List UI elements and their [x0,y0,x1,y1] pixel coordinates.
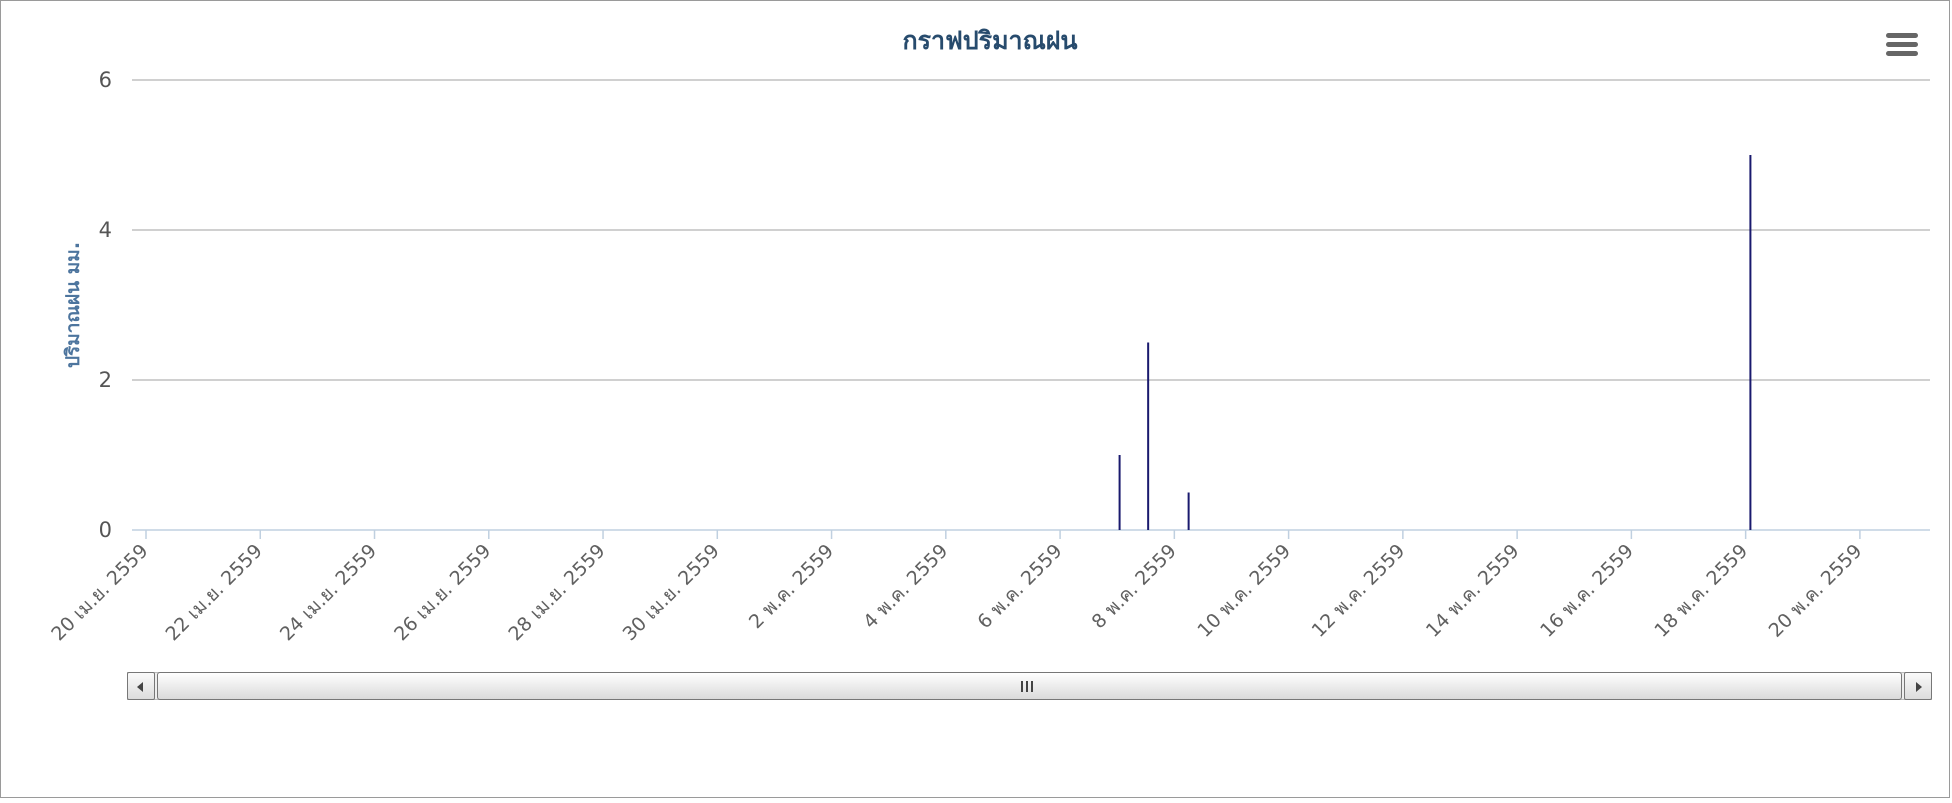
y-tick-label: 2 [99,368,112,392]
x-tick-label: 18 พ.ค. 2559 [1650,540,1752,642]
x-tick-label: 14 พ.ค. 2559 [1422,540,1524,642]
x-tick-label: 22 เม.ย. 2559 [162,540,267,645]
x-tick-label: 10 พ.ค. 2559 [1193,540,1295,642]
y-axis-title: ปริมาณฝน มม. [62,242,84,368]
navigator-scrollbar[interactable] [127,672,1932,700]
rain-bar [1118,455,1121,530]
scroll-left-button[interactable] [127,672,155,700]
grip-icon [1021,681,1035,692]
rain-bar [1187,492,1190,530]
hamburger-menu-icon[interactable] [1882,26,1922,62]
x-tick-label: 28 เม.ย. 2559 [504,540,609,645]
x-tick-label: 4 พ.ค. 2559 [859,540,952,633]
rain-bar [1147,342,1150,530]
chart-title: กราฟปริมาณฝน [902,26,1077,55]
x-tick-label: 24 เม.ย. 2559 [276,540,381,645]
arrow-right-icon [1916,682,1922,692]
x-tick-label: 20 พ.ค. 2559 [1765,540,1867,642]
x-tick-label: 26 เม.ย. 2559 [390,540,495,645]
x-tick-label: 2 พ.ค. 2559 [745,540,838,633]
x-tick-label: 20 เม.ย. 2559 [47,540,152,645]
x-tick-label: 12 พ.ค. 2559 [1308,540,1410,642]
y-tick-label: 6 [99,68,112,92]
scroll-right-button[interactable] [1904,672,1932,700]
x-axis: 20 เม.ย. 2559 22 เม.ย. 2559 24 เม.ย. 2559 2… [47,529,1930,645]
x-tick-label: 8 พ.ค. 2559 [1088,540,1181,633]
x-tick-label: 30 เม.ย. 2559 [619,540,724,645]
rain-bar [1749,155,1752,530]
arrow-left-icon [137,682,143,692]
bar-series[interactable] [1118,155,1752,530]
y-axis-labels: 0 2 4 6 [99,68,112,542]
grid-lines [132,79,1930,381]
y-tick-label: 0 [99,518,112,542]
scrollbar-thumb[interactable] [157,672,1902,700]
y-tick-label: 4 [99,218,112,242]
x-tick-label: 6 พ.ค. 2559 [973,540,1066,633]
x-tick-label: 16 พ.ค. 2559 [1536,540,1638,642]
